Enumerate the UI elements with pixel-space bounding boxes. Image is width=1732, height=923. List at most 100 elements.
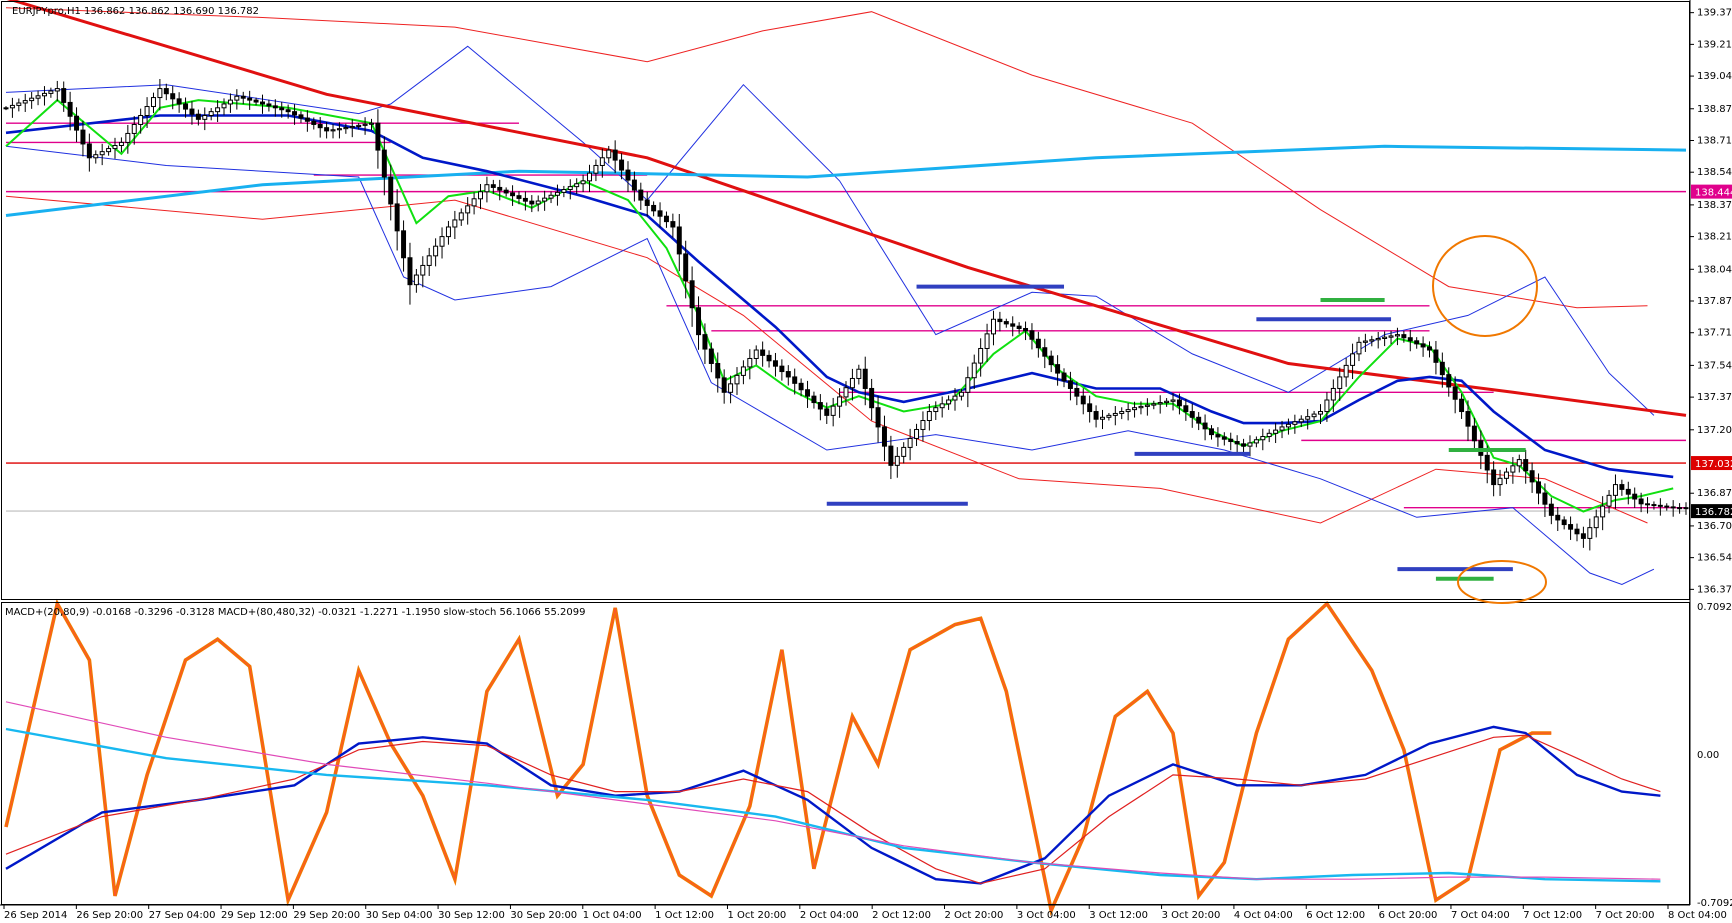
candle-body (1548, 503, 1554, 516)
candle-body (920, 420, 926, 430)
candle-body (625, 169, 631, 181)
candle (67, 91, 73, 131)
candle (554, 184, 560, 206)
time-tick-label: 27 Sep 04:00 (149, 910, 216, 919)
candle (1228, 432, 1234, 451)
candle-body (772, 360, 778, 367)
candle-body (862, 368, 868, 389)
macd-slow-line (5, 727, 1661, 883)
candle (266, 99, 272, 112)
candle (1035, 331, 1041, 358)
candle (926, 404, 932, 431)
candle (1638, 492, 1644, 513)
candle-body (1311, 413, 1317, 418)
candle (407, 242, 413, 305)
price-tick-label: 138.375 (1697, 200, 1732, 211)
candle-body (426, 255, 432, 266)
candle-body (1337, 376, 1343, 389)
candle-body (1215, 434, 1221, 438)
price-tick-label: 138.875 (1697, 104, 1732, 115)
price-tick-label: 138.545 (1697, 167, 1732, 178)
candle-body (93, 154, 99, 159)
candle-body (760, 349, 766, 356)
candle-body (170, 93, 176, 100)
candle (1523, 449, 1529, 484)
candle-body (798, 382, 804, 391)
candle-body (1106, 414, 1112, 418)
candle (324, 121, 330, 139)
candle-body (1273, 429, 1279, 434)
candle (471, 192, 477, 215)
candle (657, 202, 663, 228)
candle-body (1401, 334, 1407, 339)
candle-body (535, 200, 541, 205)
time-tick-label: 7 Oct 04:00 (1451, 910, 1510, 919)
candle (535, 195, 541, 212)
price-marker-label: 137.032 (1695, 459, 1732, 470)
candle (619, 153, 625, 180)
candle-body (304, 117, 310, 122)
candle-body (221, 103, 227, 109)
candle (516, 191, 522, 205)
candle (888, 435, 894, 480)
candle-body (805, 389, 811, 397)
candle (118, 137, 124, 153)
candle (663, 211, 669, 228)
candle (792, 368, 798, 395)
candle (1176, 393, 1182, 415)
candle (708, 342, 714, 373)
candle-body (1651, 504, 1657, 507)
price-marker-box (1691, 456, 1732, 471)
candle (157, 79, 163, 111)
candle (747, 349, 753, 380)
price-marker-box (1691, 504, 1732, 519)
candle-body (1587, 527, 1593, 539)
candle-body (292, 111, 298, 116)
candle (606, 145, 612, 164)
candle-body (1420, 343, 1426, 348)
candle-body (439, 236, 445, 247)
candle (234, 89, 240, 110)
candle-body (1625, 488, 1631, 495)
candle-body (984, 333, 990, 349)
candle (1067, 371, 1073, 401)
candle (952, 388, 958, 411)
candle-body (1132, 407, 1138, 411)
candle-body (811, 395, 817, 404)
candle (1568, 516, 1574, 540)
candle-body (510, 192, 516, 197)
candle-body (1119, 411, 1125, 414)
candle-body (875, 407, 881, 428)
candle (965, 366, 971, 408)
candle (881, 415, 887, 462)
candle (1427, 341, 1432, 358)
candle-body (157, 88, 163, 99)
time-tick-label: 2 Oct 04:00 (800, 910, 859, 919)
candle (1215, 427, 1221, 447)
candle-body (1471, 425, 1477, 442)
candle-body (1510, 465, 1516, 473)
candle-body (715, 362, 721, 379)
candle (445, 220, 451, 245)
indicator-header: MACD+(20,80,9) -0.0168 -0.3296 -0.3128 M… (5, 607, 585, 618)
candle (593, 159, 599, 182)
candle (1593, 509, 1599, 538)
candle-body (1260, 436, 1266, 441)
candle-body (1612, 484, 1618, 496)
candle-body (792, 376, 798, 384)
candle (779, 359, 785, 381)
candle (138, 108, 144, 134)
candle (522, 191, 528, 211)
candle (1241, 438, 1247, 453)
candle (86, 133, 92, 172)
candle (1600, 496, 1606, 531)
candle-body (914, 428, 920, 439)
candle (1356, 336, 1362, 362)
candle-body (1670, 506, 1676, 509)
candle (1100, 409, 1105, 430)
candle (375, 109, 381, 169)
candle (1420, 336, 1426, 357)
candle-body (696, 307, 702, 336)
